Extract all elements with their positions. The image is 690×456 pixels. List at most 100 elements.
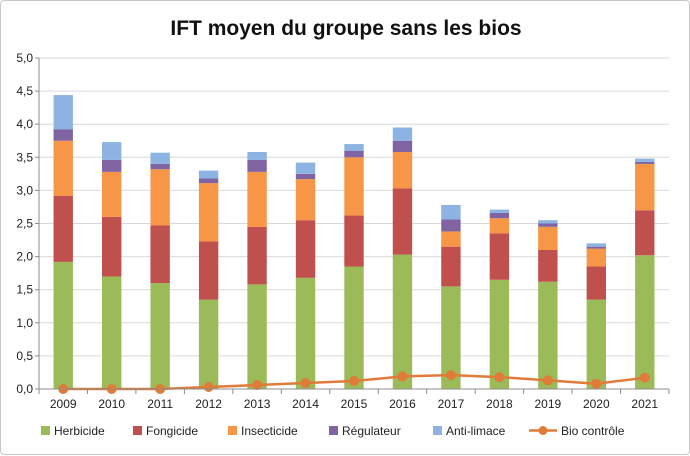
bar-segment-herbicide-2014 <box>295 277 316 389</box>
bar-segment-anti-limace-2011 <box>150 152 170 164</box>
bar-segment-r-gulateur-2020 <box>586 246 606 249</box>
bar-segment-anti-limace-2020 <box>586 243 606 247</box>
bar-segment-insecticide-2016 <box>392 152 413 189</box>
bar-segment-fongicide-2009 <box>53 195 73 262</box>
legend-label-anti-limace: Anti-limace <box>446 424 506 438</box>
bar-segment-anti-limace-2018 <box>489 209 510 213</box>
bar-segment-herbicide-2013 <box>247 284 267 389</box>
bar-segment-herbicide-2009 <box>53 261 73 389</box>
x-tick-label: 2012 <box>195 397 222 411</box>
line-point-bio-controle-2014 <box>300 378 311 389</box>
bar-segment-insecticide-2021 <box>635 163 655 211</box>
x-tick-label: 2019 <box>534 397 561 411</box>
bar-segment-fongicide-2011 <box>150 225 170 284</box>
y-tick-label: 4,0 <box>16 117 33 131</box>
bar-segment-herbicide-2019 <box>538 281 558 389</box>
legend-label-fongicide: Fongicide <box>146 424 198 438</box>
legend-swatch-fongicide <box>133 426 142 435</box>
bar-segment-fongicide-2016 <box>392 188 413 255</box>
line-point-bio-controle-2012 <box>203 382 214 393</box>
bar-segment-r-gulateur-2021 <box>635 161 655 164</box>
bar-segment-r-gulateur-2018 <box>489 212 510 219</box>
bar-segment-anti-limace-2012 <box>198 170 219 179</box>
line-point-bio-controle-2017 <box>445 370 456 381</box>
y-tick-label: 4,5 <box>16 84 33 98</box>
legend-label-herbicide: Herbicide <box>54 424 105 438</box>
bar-segment-anti-limace-2015 <box>344 144 364 151</box>
legend-swatch-r-gulateur <box>329 426 338 435</box>
bar-segment-r-gulateur-2010 <box>102 159 122 172</box>
bar-segment-insecticide-2010 <box>102 171 122 217</box>
bar-segment-anti-limace-2017 <box>441 204 461 220</box>
y-tick-label: 3,5 <box>16 150 33 164</box>
bar-segment-insecticide-2019 <box>538 226 558 250</box>
x-tick-label: 2013 <box>244 397 271 411</box>
bar-segment-r-gulateur-2013 <box>247 159 267 172</box>
bar-segment-anti-limace-2009 <box>53 95 73 130</box>
bar-segment-fongicide-2010 <box>102 216 122 277</box>
bar-segment-herbicide-2016 <box>392 254 413 389</box>
x-tick-label: 2009 <box>50 397 77 411</box>
bar-segment-fongicide-2014 <box>295 220 316 278</box>
bar-segment-herbicide-2012 <box>198 299 219 389</box>
bar-segment-fongicide-2018 <box>489 233 510 280</box>
y-tick-label: 2,0 <box>16 250 33 264</box>
bar-segment-herbicide-2011 <box>150 283 170 389</box>
x-tick-label: 2017 <box>438 397 465 411</box>
bar-segment-anti-limace-2021 <box>635 158 655 162</box>
bar-segment-anti-limace-2016 <box>392 127 413 141</box>
legend-swatch-herbicide <box>41 426 50 435</box>
bar-segment-fongicide-2019 <box>538 249 558 282</box>
line-point-bio-controle-2021 <box>639 372 650 383</box>
line-point-bio-controle-2016 <box>397 371 408 382</box>
bar-segment-herbicide-2020 <box>586 299 606 389</box>
y-tick-label: 5,0 <box>16 51 33 65</box>
y-tick-label: 3,0 <box>16 183 33 197</box>
x-tick-label: 2014 <box>292 397 319 411</box>
legend-swatch-marker-bio-contr-le <box>538 426 548 435</box>
bar-segment-anti-limace-2019 <box>538 220 558 224</box>
bar-segment-fongicide-2020 <box>586 266 606 300</box>
line-point-bio-controle-2020 <box>591 378 602 389</box>
bar-segment-herbicide-2010 <box>102 276 122 389</box>
legend-label-insecticide: Insecticide <box>241 424 298 438</box>
x-tick-label: 2016 <box>389 397 416 411</box>
x-tick-label: 2018 <box>486 397 513 411</box>
x-tick-label: 2020 <box>583 397 610 411</box>
y-tick-label: 2,5 <box>16 217 33 231</box>
legend-swatch-insecticide <box>228 426 237 435</box>
legend-swatch-anti-limace <box>433 426 442 435</box>
chart-title: IFT moyen du groupe sans les bios <box>170 17 521 40</box>
bar-segment-fongicide-2021 <box>635 210 655 256</box>
bar-segment-anti-limace-2014 <box>295 162 316 174</box>
bar-segment-r-gulateur-2012 <box>198 178 219 184</box>
bar-segment-insecticide-2015 <box>344 157 364 216</box>
bar-segment-insecticide-2020 <box>586 248 606 267</box>
bar-segment-r-gulateur-2015 <box>344 150 364 158</box>
bar-segment-insecticide-2014 <box>295 179 316 221</box>
bar-segment-insecticide-2018 <box>489 218 510 234</box>
legend: Herbicide Fongicide Insecticide Régulateur A… <box>41 424 625 438</box>
bar-segment-insecticide-2009 <box>53 140 73 196</box>
bar-segment-r-gulateur-2014 <box>295 173 316 180</box>
line-point-bio-controle-2018 <box>494 372 505 383</box>
y-tick-label: 1,5 <box>16 283 33 297</box>
y-tick-label: 0,5 <box>16 349 33 363</box>
axis-layer: 0,0 0,5 1,0 1,5 2,0 2,5 3,0 3,5 4,0 4,5 5,0 2009 201… <box>16 51 670 411</box>
line-point-bio-controle-2013 <box>252 380 263 391</box>
x-tick-label: 2015 <box>341 397 368 411</box>
x-tick-label: 2011 <box>147 397 173 411</box>
bars-layer <box>53 95 655 389</box>
bar-segment-herbicide-2015 <box>344 266 364 389</box>
bar-segment-herbicide-2017 <box>441 286 461 389</box>
bar-segment-r-gulateur-2009 <box>53 129 73 141</box>
bar-segment-herbicide-2021 <box>635 255 655 389</box>
bar-segment-r-gulateur-2011 <box>150 163 170 170</box>
y-tick-label: 0,0 <box>16 382 33 396</box>
y-tick-label: 1,0 <box>16 316 33 330</box>
bar-segment-anti-limace-2010 <box>102 142 122 160</box>
bar-segment-insecticide-2012 <box>198 183 219 242</box>
bar-segment-anti-limace-2013 <box>247 152 267 160</box>
